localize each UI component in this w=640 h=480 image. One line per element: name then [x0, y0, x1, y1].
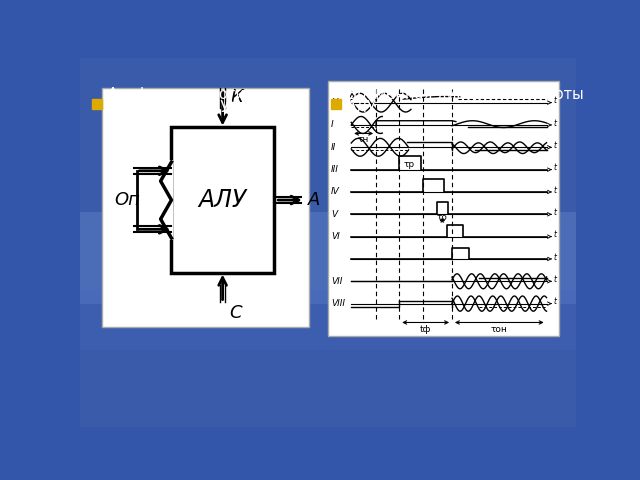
- Bar: [80, 262, 576, 269]
- Bar: [80, 231, 576, 239]
- Bar: [80, 212, 576, 304]
- Text: τн: τн: [358, 135, 369, 144]
- Text: С: С: [229, 304, 241, 322]
- Bar: [172, 127, 274, 273]
- Bar: [80, 80, 576, 88]
- Text: IV: IV: [331, 188, 340, 196]
- Bar: [80, 126, 576, 133]
- Bar: [80, 201, 576, 208]
- Bar: [80, 239, 576, 246]
- Bar: [80, 344, 576, 352]
- Bar: [80, 299, 576, 307]
- Bar: [80, 337, 576, 344]
- Bar: [80, 329, 576, 336]
- Bar: [80, 382, 576, 389]
- Bar: [80, 322, 576, 329]
- Bar: [80, 193, 576, 201]
- Text: Арифметико-логическое: Арифметико-логическое: [108, 87, 298, 102]
- Bar: [80, 88, 576, 96]
- Text: VII: VII: [331, 277, 342, 286]
- Bar: [80, 352, 576, 360]
- Bar: [80, 412, 576, 420]
- Bar: [80, 314, 576, 322]
- Text: t: t: [554, 253, 557, 262]
- Bar: [80, 58, 576, 65]
- Text: t: t: [554, 275, 557, 284]
- Bar: [80, 96, 576, 103]
- Bar: [80, 291, 576, 299]
- Bar: [80, 254, 576, 261]
- Bar: [80, 148, 576, 156]
- Bar: [80, 186, 576, 193]
- Bar: [102, 88, 308, 327]
- Text: VIII: VIII: [331, 299, 345, 308]
- Bar: [80, 374, 576, 382]
- Text: t: t: [554, 208, 557, 217]
- Bar: [80, 288, 576, 350]
- Text: V: V: [331, 210, 337, 219]
- Bar: [80, 141, 576, 148]
- Bar: [328, 81, 559, 336]
- Text: VI: VI: [331, 232, 340, 241]
- Bar: [80, 209, 576, 216]
- Bar: [80, 276, 576, 284]
- Bar: [80, 269, 576, 276]
- Text: К: К: [230, 88, 243, 107]
- Bar: [80, 284, 576, 291]
- Text: t: t: [554, 186, 557, 195]
- Bar: [80, 163, 576, 171]
- Text: III: III: [331, 165, 339, 174]
- Bar: [80, 420, 576, 427]
- Bar: [80, 307, 576, 314]
- Bar: [80, 367, 576, 374]
- Bar: [80, 390, 576, 397]
- Text: t: t: [554, 298, 557, 306]
- Text: t: t: [554, 141, 557, 150]
- Bar: [80, 360, 576, 367]
- Bar: [80, 133, 576, 141]
- Bar: [80, 179, 576, 186]
- Bar: [80, 405, 576, 412]
- Bar: [80, 216, 576, 224]
- Text: t: t: [554, 119, 557, 128]
- Text: Оп: Оп: [114, 191, 140, 209]
- Text: t: t: [554, 96, 557, 106]
- Text: τо: τо: [437, 213, 448, 222]
- Bar: [159, 160, 173, 240]
- Text: U: U: [331, 98, 338, 107]
- Bar: [80, 397, 576, 405]
- Text: А: А: [308, 191, 320, 209]
- Text: АЛУ: АЛУ: [347, 99, 376, 115]
- Bar: [80, 118, 576, 125]
- Text: tф: tф: [420, 325, 431, 334]
- Bar: [80, 156, 576, 163]
- Text: t: t: [554, 230, 557, 240]
- Bar: [80, 110, 576, 118]
- Text: устройство(АЛУ): устройство(АЛУ): [108, 99, 236, 115]
- Text: t: t: [554, 163, 557, 172]
- Bar: [80, 171, 576, 178]
- Text: II: II: [331, 143, 337, 152]
- Text: Временная диаграмма работы: Временная диаграмма работы: [347, 86, 583, 102]
- Bar: [80, 246, 576, 254]
- Text: τр: τр: [403, 160, 414, 169]
- Bar: [80, 73, 576, 80]
- Text: I: I: [331, 120, 333, 130]
- Bar: [80, 50, 576, 58]
- Text: АЛУ: АЛУ: [198, 188, 247, 212]
- Bar: [80, 224, 576, 231]
- Text: τон: τон: [491, 325, 508, 334]
- Bar: [80, 103, 576, 110]
- Bar: [80, 65, 576, 72]
